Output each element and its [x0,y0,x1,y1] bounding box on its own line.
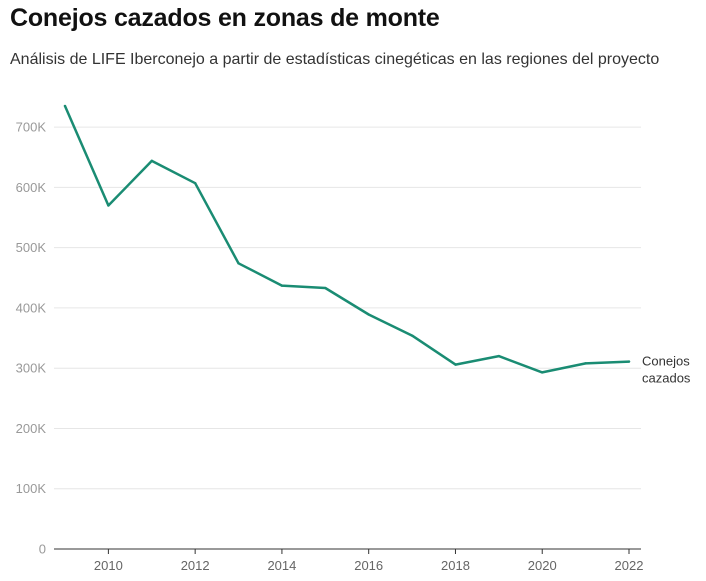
data-point [280,284,284,287]
x-tick-label: 2020 [528,558,557,573]
y-tick-label: 300K [16,361,47,376]
y-tick-label: 200K [16,421,47,436]
x-tick-label: 2016 [354,558,383,573]
gridlines [54,126,641,550]
x-axis-ticks: 2010 2012 2014 2016 2018 2020 2022 [94,549,644,573]
data-point [584,362,587,365]
chart-title: Conejos cazados en zonas de monte [10,4,440,32]
y-tick-label: 100K [16,481,47,496]
x-tick-label: 2018 [441,558,470,573]
data-point [63,104,67,108]
series-layer: Conejos cazados [63,104,691,386]
series-label-line: Conejos [642,354,690,369]
data-point [367,313,370,316]
data-point [237,262,240,265]
series-label-line: cazados [642,371,691,386]
y-tick-label: 700K [16,120,47,135]
y-tick-label: 400K [16,300,47,315]
y-axis-ticks: 0 100K 200K 300K 400K 500K 600K 700K [16,120,47,557]
x-tick-label: 2010 [94,558,123,573]
x-tick-label: 2022 [615,558,644,573]
data-point [150,159,153,163]
chart-subtitle: Análisis de LIFE Iberconejo a partir de … [10,51,660,68]
x-tick-label: 2014 [267,558,296,573]
y-tick-label: 500K [16,240,47,255]
y-tick-label: 0 [39,542,46,557]
data-point [410,334,414,337]
data-point [497,354,501,358]
data-point [193,181,197,185]
series-line [63,104,631,374]
data-point [107,204,110,207]
data-point [454,363,457,366]
x-tick-label: 2012 [181,558,210,573]
data-point [627,360,631,363]
data-point [541,371,544,374]
series-label: Conejos cazados [642,354,691,386]
data-point [324,286,327,290]
y-tick-label: 600K [16,180,47,195]
